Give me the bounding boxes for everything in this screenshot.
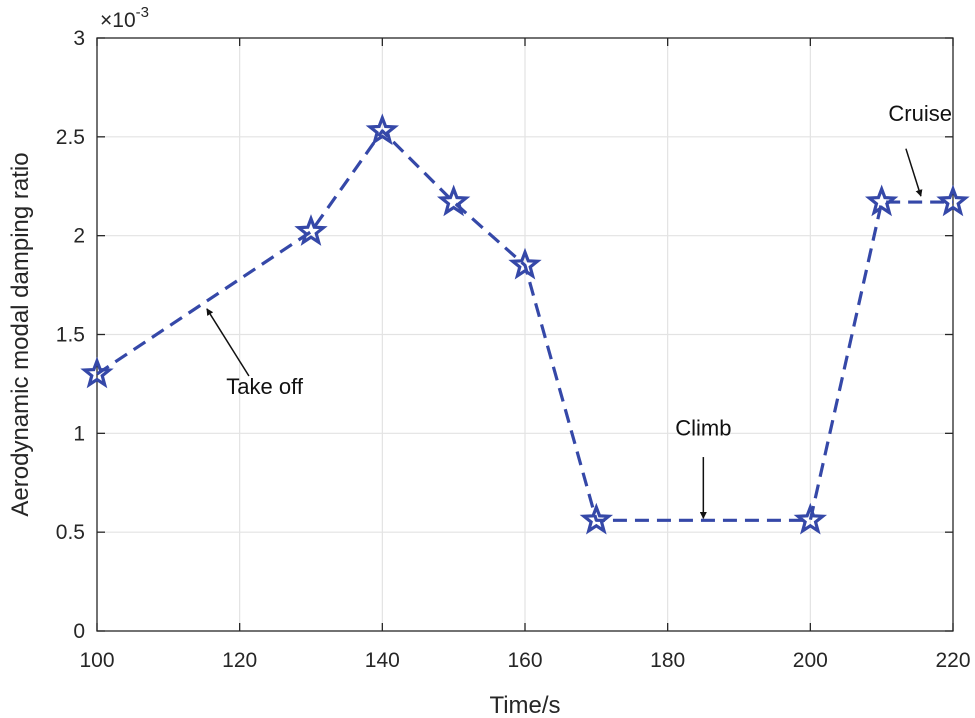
y-tick-label: 0: [73, 620, 85, 643]
x-tick-label: 200: [793, 649, 828, 672]
data-point-marker: [294, 214, 328, 246]
x-tick-label: 160: [507, 649, 542, 672]
data-point-marker: [365, 113, 400, 146]
data-point-marker: [936, 184, 970, 217]
y-exponent-power: -3: [136, 4, 149, 21]
y-exponent-label: ×10-3: [100, 4, 149, 32]
data-point-marker: [80, 356, 114, 389]
series-line: [96, 129, 953, 522]
x-tick-label: 100: [79, 649, 114, 672]
annotations: Take off Climb Cruise: [206, 101, 952, 520]
annotation-arrow: [206, 308, 250, 377]
ticks: 100 120 140 160 180 200 220 0 0.5 1 1.5 2 2.5 3: [56, 27, 971, 672]
data-point-marker: [793, 502, 828, 535]
y-tick-label: 2.5: [56, 126, 85, 149]
x-tick-label: 120: [222, 649, 257, 672]
annotation-label: Take off: [226, 374, 304, 399]
y-tick-label: 3: [73, 27, 85, 50]
y-tick-label: 1.5: [56, 324, 85, 347]
annotation-arrow: [905, 148, 923, 197]
data-point-marker: [436, 184, 471, 217]
annotation-label: Cruise: [888, 101, 952, 126]
data-point-marker: [579, 502, 614, 535]
y-tick-label: 1: [73, 422, 85, 445]
x-tick-label: 220: [935, 649, 970, 672]
data-point-marker: [864, 184, 899, 217]
y-tick-label: 2: [73, 225, 85, 248]
grid: [97, 38, 953, 631]
y-tick-label: 0.5: [56, 521, 85, 544]
x-tick-label: 140: [365, 649, 400, 672]
x-tick-label: 180: [650, 649, 685, 672]
series-layer: [80, 113, 970, 535]
annotation-label: Climb: [675, 415, 731, 440]
x-axis-label: Time/s: [489, 692, 560, 718]
data-point-marker: [508, 247, 542, 280]
y-axis-label: Aerodynamic modal damping ratio: [7, 152, 34, 516]
